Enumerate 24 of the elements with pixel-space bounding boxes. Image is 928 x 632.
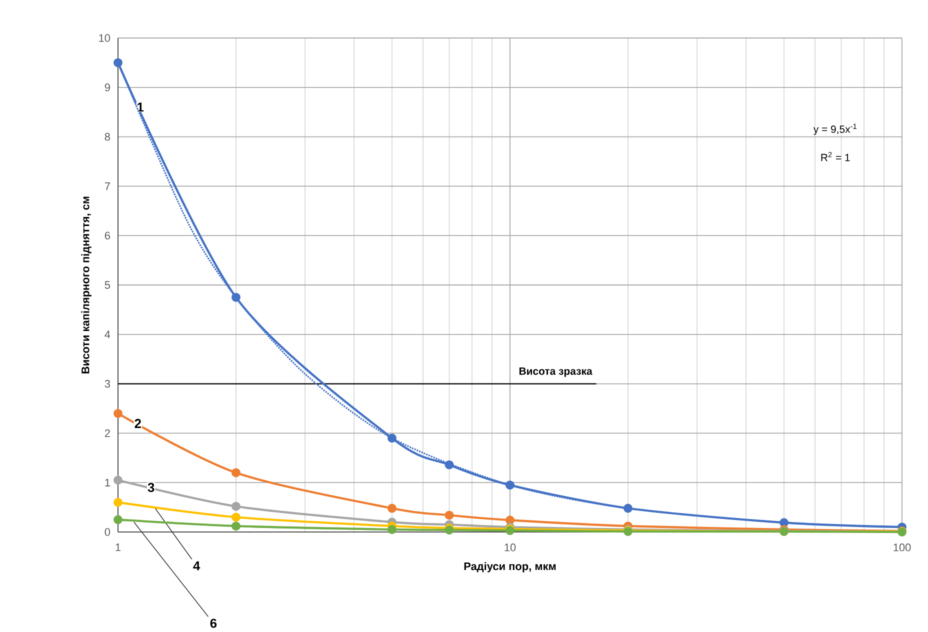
y-tick-label: 2: [104, 429, 110, 438]
ref-line-label: Висота зразка: [519, 368, 592, 377]
y-axis-title: Висоти капілярного підняття, см: [81, 196, 92, 374]
annotation: y = 9,5x$^{-1}$: [813, 124, 856, 135]
y-tick-label: 0: [104, 528, 110, 536]
y-tick-label: 10: [99, 34, 110, 42]
x-tick-label: 1: [116, 544, 121, 552]
y-tick-label: 3: [104, 380, 110, 388]
x-tick-label: 100: [894, 544, 911, 552]
y-tick-label: 6: [104, 232, 110, 240]
y-tick-label: 4: [104, 330, 110, 338]
x-axis-title: Радіуси пор, мкм: [464, 562, 556, 572]
text: 6: [210, 618, 217, 628]
series-label: 3: [148, 482, 154, 492]
text: 4: [193, 561, 200, 570]
y-tick-label: 7: [104, 182, 110, 190]
series-label: 1: [138, 102, 144, 112]
annotation: R$^{2}$ = 1: [821, 152, 850, 162]
y-tick-label: 5: [104, 281, 110, 289]
y-tick-label: 8: [104, 132, 110, 141]
series-label: 2: [134, 418, 141, 428]
y-tick-label: 1: [105, 478, 110, 486]
x-tick-label: 10: [504, 544, 516, 552]
y-tick-label: 9: [104, 84, 110, 92]
